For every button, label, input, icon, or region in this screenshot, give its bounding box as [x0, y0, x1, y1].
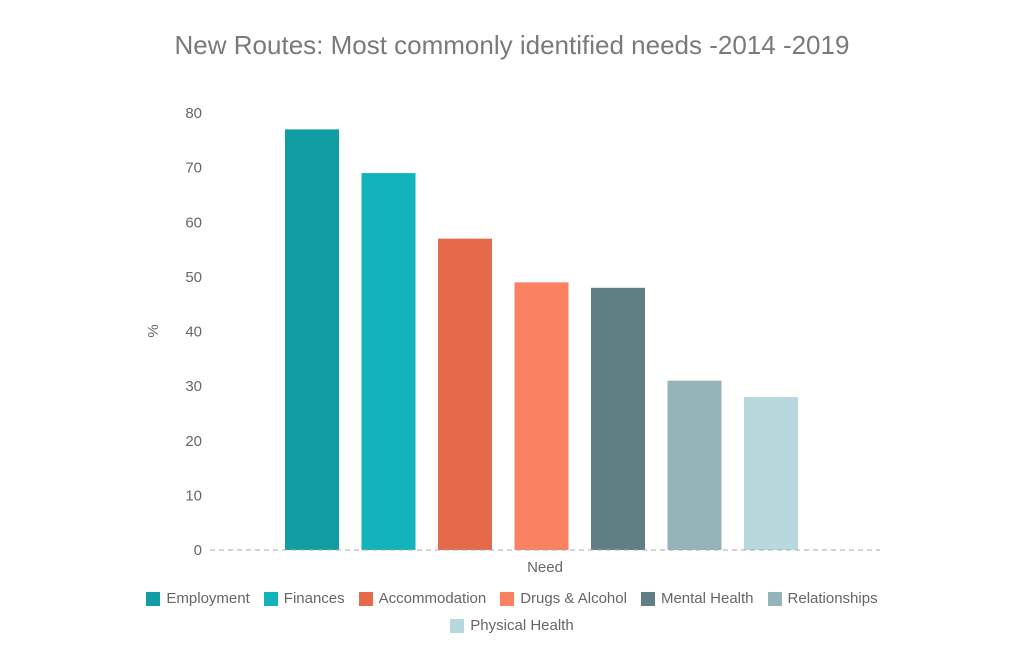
legend-label: Finances — [283, 590, 345, 607]
bar-employment — [285, 129, 339, 550]
y-tick-label: 10 — [185, 487, 202, 504]
bar-relationships — [667, 380, 722, 550]
legend-swatch — [146, 591, 161, 606]
legend-label: Relationships — [787, 590, 878, 607]
legend-item[interactable]: Accommodation — [358, 589, 487, 608]
legend-label: Employment — [166, 590, 250, 607]
y-axis-label: % — [145, 324, 162, 337]
chart-title: New Routes: Most commonly identified nee… — [174, 30, 850, 60]
y-tick-label: 0 — [194, 542, 202, 559]
legend-swatch — [500, 591, 515, 606]
legend-swatch — [767, 591, 782, 606]
legend-item[interactable]: Mental Health — [640, 589, 754, 608]
legend-item[interactable]: Drugs & Alcohol — [500, 589, 627, 608]
x-axis-label: Need — [527, 559, 563, 576]
legend-label: Mental Health — [660, 590, 754, 607]
y-tick-label: 30 — [185, 378, 202, 395]
legend-swatch — [450, 618, 465, 633]
y-tick-label: 50 — [185, 269, 202, 286]
legend-item[interactable]: Finances — [263, 589, 345, 608]
legend-item[interactable]: Employment — [146, 589, 250, 608]
y-tick-label: 60 — [185, 214, 202, 231]
bar-accommodation — [438, 238, 492, 550]
legend: Employment Finances Accommodation Drugs & A… — [130, 589, 894, 635]
bar-finances — [361, 173, 416, 550]
legend-label: Physical Health — [470, 617, 574, 634]
legend-swatch — [358, 591, 373, 606]
legend-item[interactable]: Relationships — [767, 589, 878, 608]
bar-drugs-alcohol — [514, 282, 569, 550]
legend-swatch — [640, 591, 655, 606]
legend-label: Accommodation — [378, 590, 487, 607]
y-tick-label: 20 — [185, 433, 202, 450]
y-tick-label: 40 — [185, 324, 202, 341]
bar-physical-health — [744, 397, 798, 550]
y-tick-label: 70 — [185, 160, 202, 177]
y-tick-label: 80 — [185, 105, 202, 122]
legend-label: Drugs & Alcohol — [520, 590, 627, 607]
legend-item[interactable]: Physical Health — [450, 616, 574, 635]
legend-swatch — [263, 591, 278, 606]
bar-mental-health — [591, 287, 645, 550]
